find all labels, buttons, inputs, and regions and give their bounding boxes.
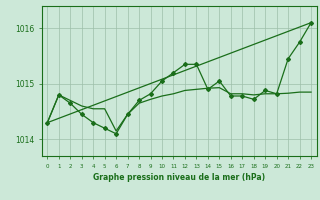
X-axis label: Graphe pression niveau de la mer (hPa): Graphe pression niveau de la mer (hPa) bbox=[93, 173, 265, 182]
